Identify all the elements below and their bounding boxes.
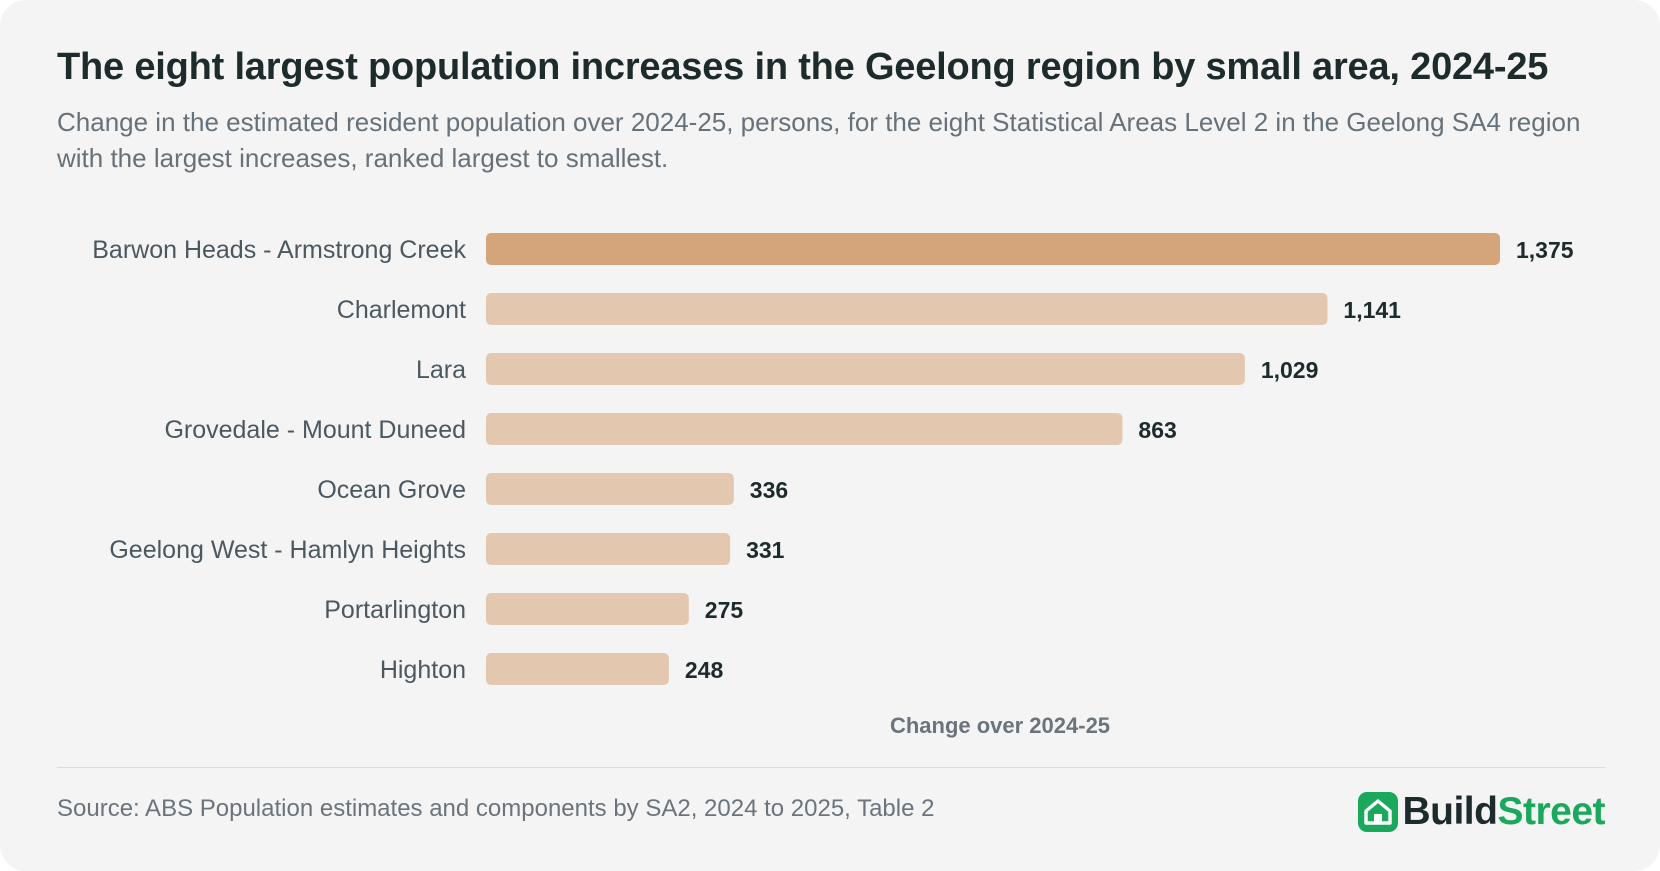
bar-highton bbox=[486, 653, 669, 685]
bar-chart: Barwon Heads - Armstrong Creek 1,375 Charl… bbox=[92, 233, 1574, 738]
brand-logo: BuildStreet bbox=[1358, 790, 1605, 834]
category-label: Portarlington bbox=[324, 596, 466, 624]
source-note: Source: ABS Population estimates and com… bbox=[57, 795, 935, 822]
brand-build-text: Build bbox=[1402, 790, 1498, 833]
chart-title: The eight largest population increases i… bbox=[57, 46, 1549, 88]
bar-geelong-west-hamlyn-heights bbox=[486, 533, 731, 565]
category-label: Geelong West - Hamlyn Heights bbox=[109, 536, 466, 564]
footer-divider bbox=[57, 767, 1605, 768]
value-label: 248 bbox=[685, 657, 724, 683]
brand-street-text: Street bbox=[1497, 790, 1605, 833]
value-label: 1,375 bbox=[1516, 237, 1574, 263]
bar-lara bbox=[486, 353, 1245, 385]
value-label: 1,141 bbox=[1343, 297, 1401, 323]
bar-ocean-grove bbox=[486, 473, 734, 505]
value-label: 1,029 bbox=[1261, 357, 1319, 383]
x-axis-title: Change over 2024-25 bbox=[890, 713, 1110, 738]
category-label: Highton bbox=[380, 656, 466, 684]
brand-wordmark: BuildStreet bbox=[1402, 790, 1605, 834]
value-label: 863 bbox=[1138, 417, 1176, 443]
category-label: Lara bbox=[416, 356, 466, 384]
category-label: Ocean Grove bbox=[317, 476, 466, 504]
value-label: 336 bbox=[750, 477, 788, 503]
category-label: Charlemont bbox=[337, 296, 466, 324]
value-label: 275 bbox=[705, 597, 744, 623]
category-label: Grovedale - Mount Duneed bbox=[164, 416, 466, 444]
bar-barwon-heads-armstrong-creek bbox=[486, 233, 1500, 265]
value-label: 331 bbox=[746, 537, 785, 563]
chart-subtitle: Change in the estimated resident populat… bbox=[57, 107, 1581, 173]
category-label: Barwon Heads - Armstrong Creek bbox=[92, 236, 466, 264]
house-icon bbox=[1358, 792, 1399, 832]
bar-grovedale-mount-duneed bbox=[486, 413, 1123, 445]
bar-portarlington bbox=[486, 593, 689, 625]
bar-charlemont bbox=[486, 293, 1328, 325]
